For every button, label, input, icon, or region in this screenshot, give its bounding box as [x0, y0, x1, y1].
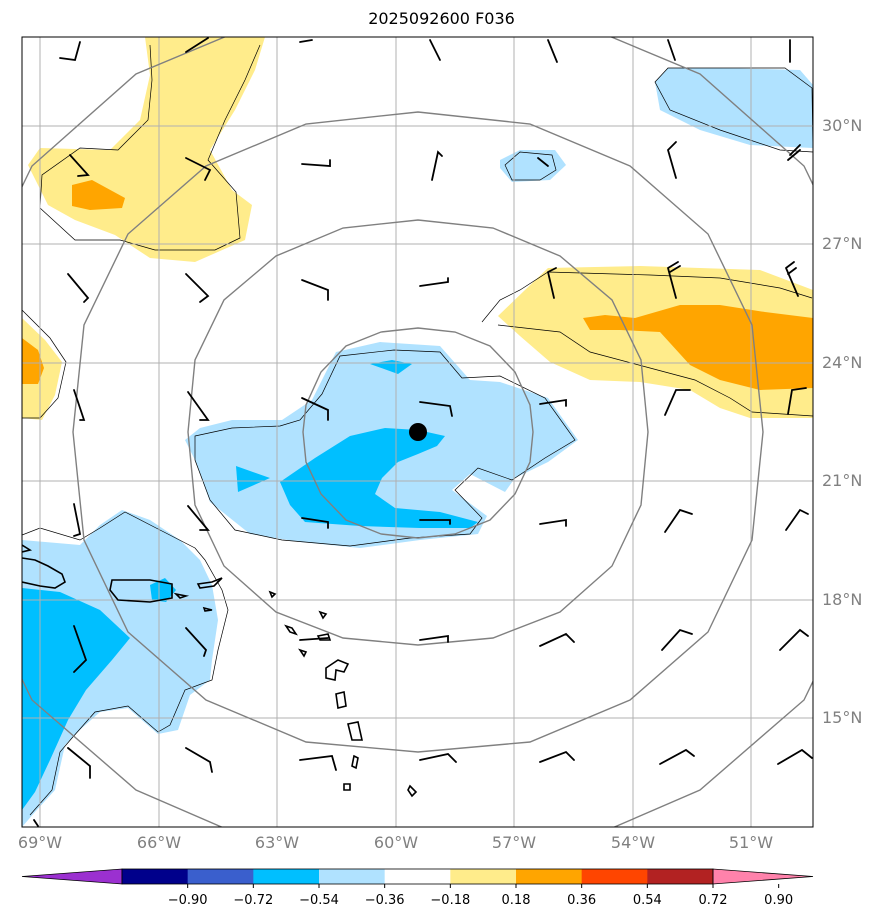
range-ring-3 — [72, 111, 764, 753]
colorbar-tick-label: 0.90 — [764, 893, 794, 908]
lat-label-27n: 27°N — [822, 234, 863, 253]
lat-label-18n: 18°N — [822, 590, 863, 609]
lon-label-57w: 57°W — [491, 833, 537, 852]
lon-label-60w: 60°W — [373, 833, 419, 852]
positive-anomaly-region — [28, 37, 265, 262]
range-ring-1 — [302, 327, 534, 539]
positive-anomaly-west-core — [22, 338, 44, 384]
range-ring-2 — [187, 219, 649, 646]
graticule — [22, 37, 813, 827]
lat-label-15n: 15°N — [822, 708, 863, 727]
lat-label-30n: 30°N — [822, 116, 863, 135]
negative-anomaly-storm-core3 — [236, 466, 270, 492]
colorbar-tick-label: −0.72 — [233, 893, 274, 908]
storm-center-marker — [409, 423, 427, 441]
lon-label-54w: 54°W — [610, 833, 656, 852]
colorbar-tick-label: 0.36 — [567, 893, 597, 908]
puerto-rico-coast — [109, 579, 173, 603]
colorbar-tick-label: 0.18 — [501, 893, 531, 908]
coastlines — [22, 544, 418, 798]
colorbar-tick-label: −0.18 — [430, 893, 471, 908]
lon-label-69w: 69°W — [17, 833, 63, 852]
map-border — [21, 36, 814, 828]
anomaly-contours — [22, 44, 813, 816]
positive-anomaly-east-core — [583, 305, 813, 390]
negative-anomaly-small — [500, 150, 566, 182]
hispaniola-coast — [22, 557, 66, 589]
colorbar-tick-label: 0.72 — [698, 893, 728, 908]
negative-anomaly-southwest-core — [22, 588, 130, 810]
lon-label-63w: 63°W — [254, 833, 300, 852]
colorbar-tick-label: −0.54 — [299, 893, 339, 908]
colorbar-tick-label: −0.90 — [167, 893, 208, 908]
wind-barbs — [33, 37, 813, 827]
range-rings — [22, 37, 813, 827]
colorbar-tick-label: 0.54 — [632, 893, 662, 908]
map-title: 2025092600 F036 — [368, 9, 515, 28]
lat-label-24n: 24°N — [822, 353, 863, 372]
negative-anomaly-northeast — [655, 68, 813, 148]
lon-label-51w: 51°W — [728, 833, 774, 852]
lat-label-21n: 21°N — [822, 471, 863, 490]
colorbar-tick-label: −0.36 — [364, 893, 405, 908]
positive-anomaly-core — [72, 180, 125, 210]
lon-label-66w: 66°W — [136, 833, 182, 852]
